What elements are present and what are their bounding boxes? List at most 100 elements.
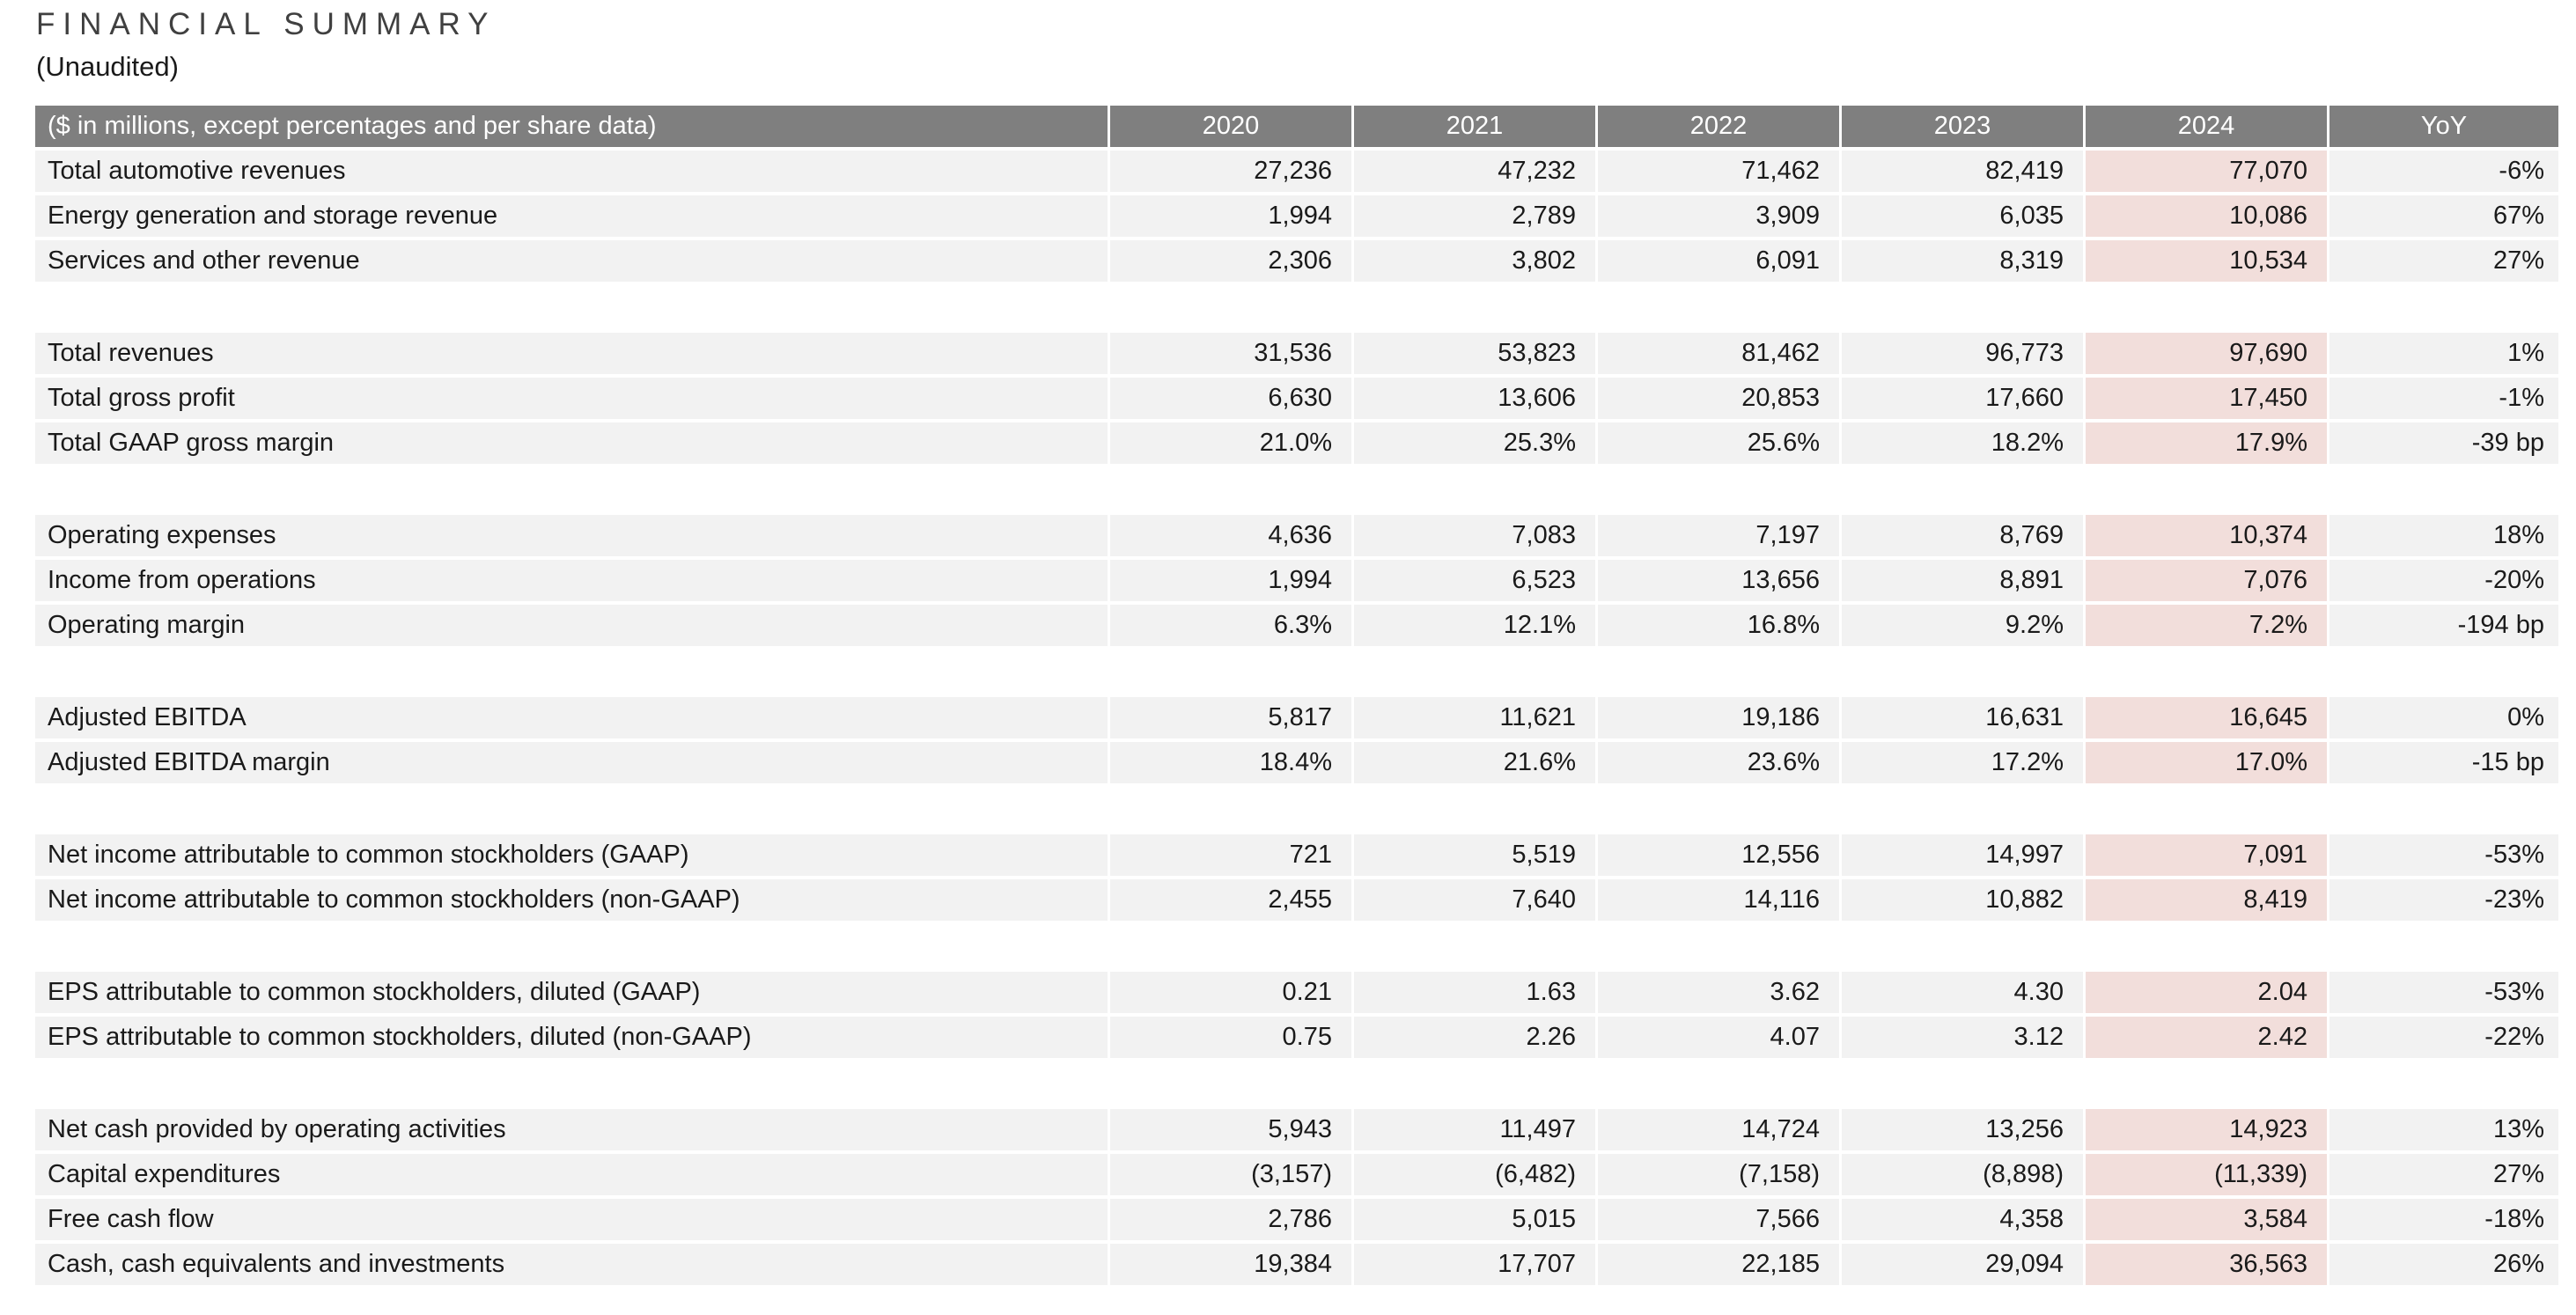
cell-2021: 7,083 xyxy=(1354,515,1595,556)
row-label: Operating expenses xyxy=(35,515,1108,556)
cell-2023: 6,035 xyxy=(1842,195,2083,237)
cell-2024: 8,419 xyxy=(2086,879,2327,921)
table-section: EPS attributable to common stockholders,… xyxy=(35,972,2558,1058)
cell-2021: 2.26 xyxy=(1354,1017,1595,1058)
cell-2021: 25.3% xyxy=(1354,422,1595,464)
column-header-2020: 2020 xyxy=(1110,106,1351,147)
row-label: Total revenues xyxy=(35,333,1108,374)
cell-2024: 7,076 xyxy=(2086,560,2327,601)
cell-2022: 14,116 xyxy=(1598,879,1839,921)
table-section: Net cash provided by operating activitie… xyxy=(35,1109,2558,1285)
cell-2022: 6,091 xyxy=(1598,240,1839,282)
row-label: Total GAAP gross margin xyxy=(35,422,1108,464)
cell-2022: 22,185 xyxy=(1598,1244,1839,1285)
cell-2023: 96,773 xyxy=(1842,333,2083,374)
cell-2020: 2,306 xyxy=(1110,240,1351,282)
table-row: Cash, cash equivalents and investments 19… xyxy=(35,1244,2558,1285)
table-row: EPS attributable to common stockholders,… xyxy=(35,972,2558,1013)
cell-2022: 14,724 xyxy=(1598,1109,1839,1150)
row-label: Net income attributable to common stockh… xyxy=(35,879,1108,921)
cell-2020: 19,384 xyxy=(1110,1244,1351,1285)
cell-2023: 82,419 xyxy=(1842,151,2083,192)
cell-2023: 17.2% xyxy=(1842,742,2083,783)
cell-yoy: -53% xyxy=(2329,834,2558,876)
table-row: Net income attributable to common stockh… xyxy=(35,834,2558,876)
cell-2020: 5,943 xyxy=(1110,1109,1351,1150)
cell-2021: 5,519 xyxy=(1354,834,1595,876)
page-title: FINANCIAL SUMMARY xyxy=(36,7,497,41)
cell-2022: 3.62 xyxy=(1598,972,1839,1013)
cell-2020: 0.21 xyxy=(1110,972,1351,1013)
cell-2020: 721 xyxy=(1110,834,1351,876)
cell-2024: 7,091 xyxy=(2086,834,2327,876)
table-row: EPS attributable to common stockholders,… xyxy=(35,1017,2558,1058)
cell-2022: 20,853 xyxy=(1598,378,1839,419)
row-label: Total automotive revenues xyxy=(35,151,1108,192)
cell-2020: 6.3% xyxy=(1110,605,1351,646)
cell-yoy: -194 bp xyxy=(2329,605,2558,646)
cell-2021: 53,823 xyxy=(1354,333,1595,374)
table-row: Total revenues 31,536 53,823 81,462 96,773 97… xyxy=(35,333,2558,374)
cell-2021: 47,232 xyxy=(1354,151,1595,192)
column-header-2022: 2022 xyxy=(1598,106,1839,147)
cell-yoy: 26% xyxy=(2329,1244,2558,1285)
cell-yoy: 1% xyxy=(2329,333,2558,374)
cell-2022: 19,186 xyxy=(1598,697,1839,738)
cell-2023: 8,769 xyxy=(1842,515,2083,556)
cell-2022: 7,197 xyxy=(1598,515,1839,556)
cell-yoy: -1% xyxy=(2329,378,2558,419)
cell-2022: 13,656 xyxy=(1598,560,1839,601)
row-label: Services and other revenue xyxy=(35,240,1108,282)
cell-2020: 27,236 xyxy=(1110,151,1351,192)
row-label: Cash, cash equivalents and investments xyxy=(35,1244,1108,1285)
table-row: Total automotive revenues 27,236 47,232 71,… xyxy=(35,151,2558,192)
cell-yoy: -53% xyxy=(2329,972,2558,1013)
cell-2022: 25.6% xyxy=(1598,422,1839,464)
table-row: Net cash provided by operating activitie… xyxy=(35,1109,2558,1150)
column-header-2021: 2021 xyxy=(1354,106,1595,147)
cell-yoy: -20% xyxy=(2329,560,2558,601)
cell-2024: 77,070 xyxy=(2086,151,2327,192)
cell-2021: 5,015 xyxy=(1354,1199,1595,1240)
cell-2021: 6,523 xyxy=(1354,560,1595,601)
cell-yoy: -6% xyxy=(2329,151,2558,192)
cell-2023: 10,882 xyxy=(1842,879,2083,921)
row-label: Energy generation and storage revenue xyxy=(35,195,1108,237)
row-label: Total gross profit xyxy=(35,378,1108,419)
cell-yoy: 27% xyxy=(2329,240,2558,282)
cell-2022: 71,462 xyxy=(1598,151,1839,192)
cell-2022: 3,909 xyxy=(1598,195,1839,237)
cell-2022: 23.6% xyxy=(1598,742,1839,783)
table-row: Operating expenses 4,636 7,083 7,197 8,769 10… xyxy=(35,515,2558,556)
cell-2023: 18.2% xyxy=(1842,422,2083,464)
cell-2024: 3,584 xyxy=(2086,1199,2327,1240)
table-section: Operating expenses 4,636 7,083 7,197 8,769 10… xyxy=(35,515,2558,646)
cell-2021: (6,482) xyxy=(1354,1154,1595,1195)
table-row: Operating margin 6.3% 12.1% 16.8% 9.2% 7.2% -1… xyxy=(35,605,2558,646)
cell-2020: 1,994 xyxy=(1110,560,1351,601)
table-row: Adjusted EBITDA 5,817 11,621 19,186 16,631 16… xyxy=(35,697,2558,738)
cell-2024: 2.04 xyxy=(2086,972,2327,1013)
row-label: Operating margin xyxy=(35,605,1108,646)
cell-2022: 7,566 xyxy=(1598,1199,1839,1240)
cell-2023: 14,997 xyxy=(1842,834,2083,876)
table-row: Total gross profit 6,630 13,606 20,853 17,66… xyxy=(35,378,2558,419)
cell-2024: 97,690 xyxy=(2086,333,2327,374)
cell-2021: 11,621 xyxy=(1354,697,1595,738)
cell-2020: 5,817 xyxy=(1110,697,1351,738)
cell-2023: (8,898) xyxy=(1842,1154,2083,1195)
column-header-2023: 2023 xyxy=(1842,106,2083,147)
table-section: Net income attributable to common stockh… xyxy=(35,834,2558,921)
cell-2020: 0.75 xyxy=(1110,1017,1351,1058)
cell-2024: 10,534 xyxy=(2086,240,2327,282)
table-row: Free cash flow 2,786 5,015 7,566 4,358 3,584-… xyxy=(35,1199,2558,1240)
cell-2024: 36,563 xyxy=(2086,1244,2327,1285)
cell-2021: 11,497 xyxy=(1354,1109,1595,1150)
cell-2024: 17.0% xyxy=(2086,742,2327,783)
cell-2021: 13,606 xyxy=(1354,378,1595,419)
financial-table: ($ in millions, except percentages and p… xyxy=(35,106,2558,1289)
cell-yoy: 27% xyxy=(2329,1154,2558,1195)
cell-yoy: 0% xyxy=(2329,697,2558,738)
cell-2020: 6,630 xyxy=(1110,378,1351,419)
